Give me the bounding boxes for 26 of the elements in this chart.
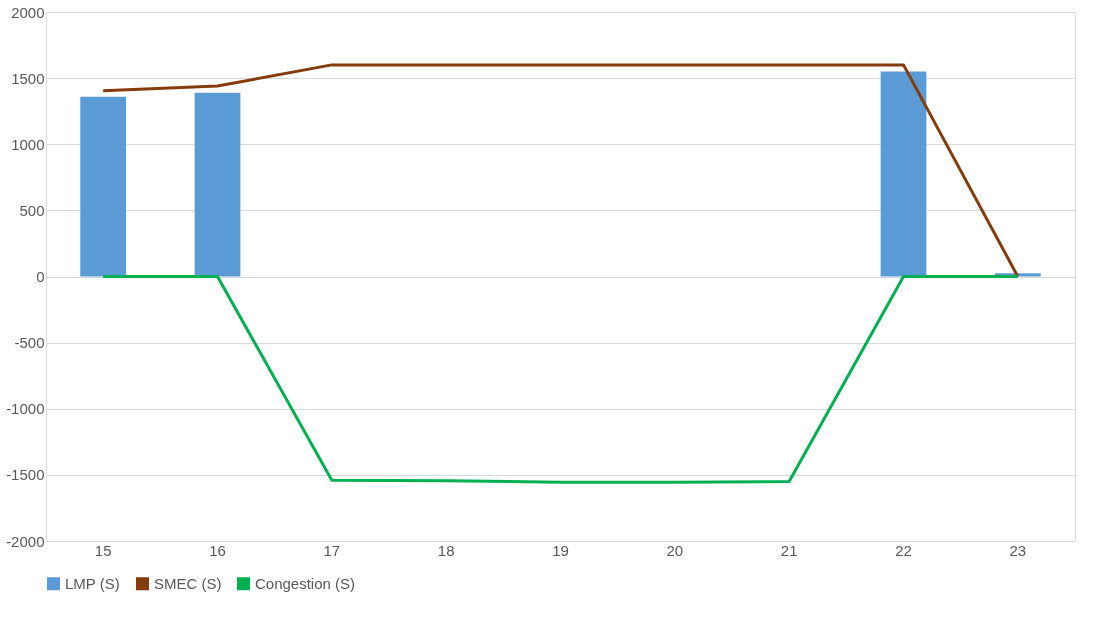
x-tick-label: 20 [666, 541, 684, 559]
line-series [101, 275, 1020, 484]
y-tick-label: -2000 [6, 532, 45, 550]
x-tick-label: 18 [437, 541, 455, 559]
line-series [101, 63, 1020, 278]
legend-label: Congestion (S) [255, 574, 356, 592]
x-tick-label: 17 [323, 541, 341, 559]
y-tick-label: 0 [36, 268, 45, 285]
y-tick-label: 500 [19, 201, 45, 219]
legend-label: LMP (S) [65, 574, 120, 592]
y-tick-label: -500 [14, 334, 45, 352]
legend-label: SMEC (S) [154, 574, 222, 592]
bar [194, 92, 241, 277]
x-tick-label: 16 [209, 541, 226, 559]
y-tick-label: 2000 [11, 3, 45, 21]
bar [80, 96, 127, 277]
y-tick-label: -1000 [6, 400, 45, 418]
bar [880, 71, 927, 277]
y-tick-label: 1500 [11, 69, 45, 87]
x-tick-label: 19 [552, 541, 569, 559]
x-tick-label: 22 [895, 541, 912, 559]
x-tick-label: 23 [1009, 541, 1027, 559]
x-tick-label: 21 [780, 541, 798, 559]
x-tick-label: 15 [94, 541, 112, 559]
y-tick-label: -1500 [6, 466, 45, 484]
y-tick-label: 1000 [11, 135, 45, 153]
